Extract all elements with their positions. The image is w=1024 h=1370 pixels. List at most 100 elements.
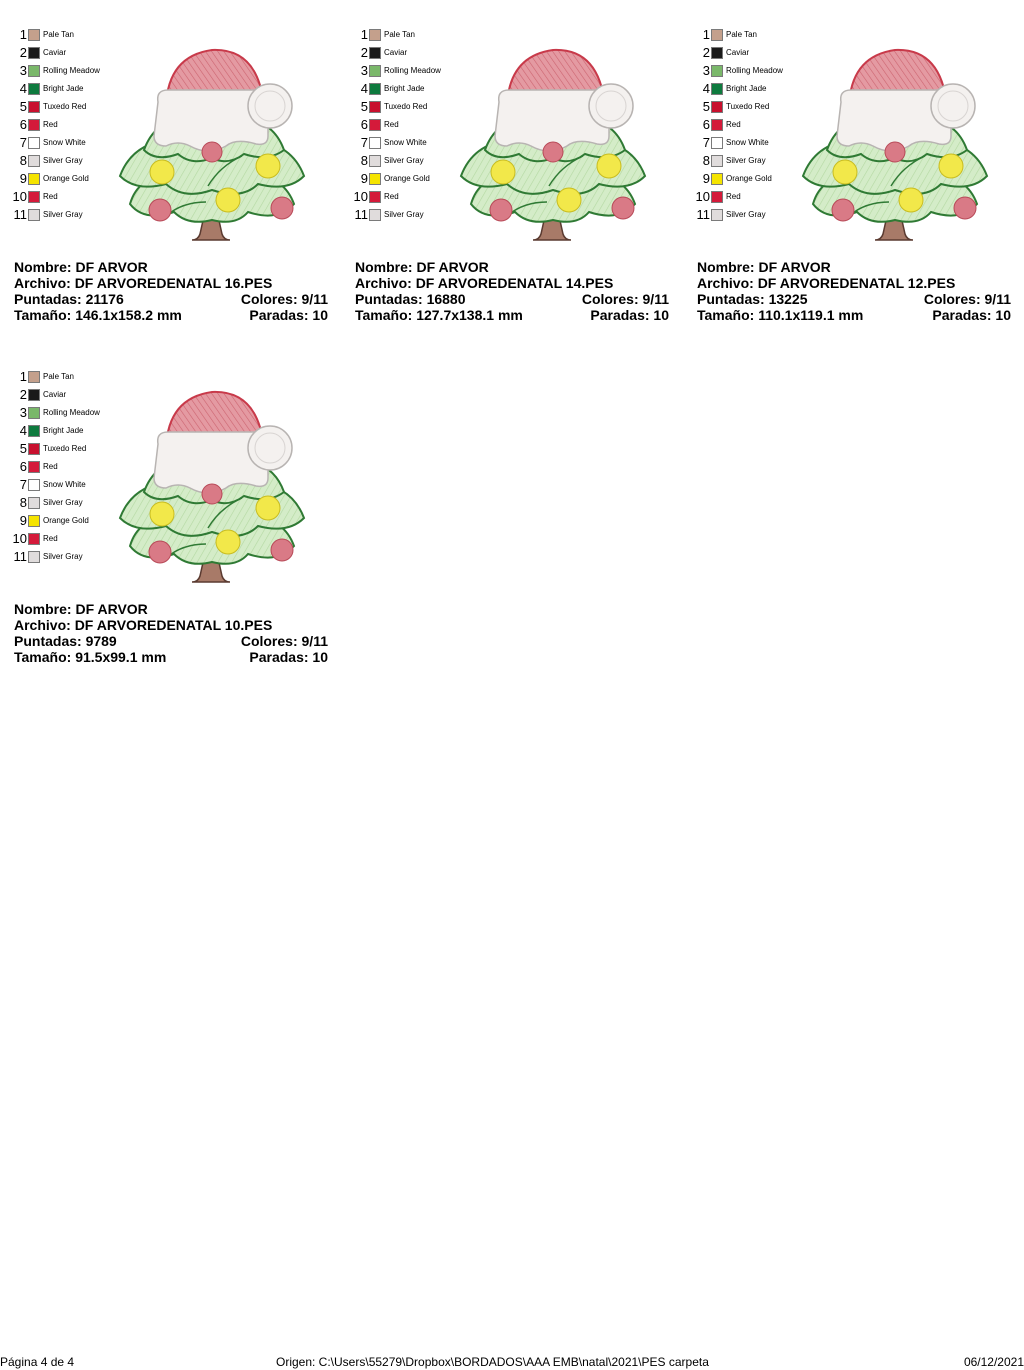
palette-row: 10 Red [0, 188, 58, 206]
paradas-label: Paradas: [932, 307, 992, 323]
palette-number: 8 [702, 153, 710, 168]
design-info: Nombre: DF ARVOR Archivo: DF ARVOREDENAT… [14, 259, 328, 323]
color-swatch [369, 101, 381, 113]
thread-name: Rolling Meadow [43, 66, 100, 75]
paradas-label: Paradas: [249, 307, 309, 323]
palette-row: 4 Bright Jade [341, 80, 425, 98]
palette-number: 9 [360, 171, 368, 186]
color-swatch [28, 389, 40, 401]
palette-row: 4 Bright Jade [683, 80, 767, 98]
palette-number: 10 [353, 189, 368, 204]
palette-row: 6 Red [0, 458, 58, 476]
thread-name: Caviar [726, 48, 750, 57]
thread-name: Red [726, 120, 741, 129]
palette-row: 10 Red [683, 188, 741, 206]
color-swatch [369, 137, 381, 149]
thread-name: Silver Gray [43, 210, 83, 219]
tamano-value: 146.1x158.2 mm [75, 307, 182, 323]
color-swatch [28, 407, 40, 419]
palette-row: 7 Snow White [0, 476, 86, 494]
color-swatch [28, 479, 40, 491]
thread-name: Silver Gray [384, 156, 424, 165]
thread-name: Red [43, 534, 58, 543]
color-swatch [711, 29, 723, 41]
palette-row: 1 Pale Tan [341, 26, 415, 44]
thread-name: Orange Gold [43, 174, 89, 183]
palette-number: 9 [19, 513, 27, 528]
tamano-label: Tamaño: [697, 307, 755, 323]
thread-name: Pale Tan [726, 30, 757, 39]
palette-row: 4 Bright Jade [0, 80, 84, 98]
thread-name: Silver Gray [726, 156, 766, 165]
thread-name: Tuxedo Red [726, 102, 770, 111]
palette-number: 2 [19, 387, 27, 402]
palette-number: 9 [19, 171, 27, 186]
palette-row: 8 Silver Gray [0, 152, 83, 170]
palette-row: 2 Caviar [341, 44, 407, 62]
palette-row: 8 Silver Gray [683, 152, 766, 170]
thread-name: Tuxedo Red [43, 444, 87, 453]
palette-number: 1 [702, 27, 710, 42]
color-swatch [28, 425, 40, 437]
origin-path: Origen: C:\Users\55279\Dropbox\BORDADOS\… [276, 1355, 709, 1369]
thread-name: Silver Gray [726, 210, 766, 219]
palette-number: 11 [696, 207, 711, 222]
nombre-value: DF ARVOR [416, 259, 489, 275]
palette-row: 8 Silver Gray [0, 494, 83, 512]
thread-name: Orange Gold [43, 516, 89, 525]
color-swatch [711, 83, 723, 95]
palette-number: 8 [360, 153, 368, 168]
archivo-value: DF ARVOREDENATAL 12.PES [757, 275, 956, 291]
thread-name: Tuxedo Red [384, 102, 428, 111]
thread-name: Caviar [43, 390, 67, 399]
palette-number: 7 [702, 135, 710, 150]
color-swatch [28, 551, 40, 563]
palette-number: 3 [19, 405, 27, 420]
colores-value: 9/11 [984, 291, 1011, 307]
paradas-label: Paradas: [249, 649, 309, 665]
colores-label: Colores: [581, 291, 639, 307]
archivo-value: DF ARVOREDENATAL 16.PES [74, 275, 273, 291]
color-swatch [28, 137, 40, 149]
palette-number: 7 [360, 135, 368, 150]
color-swatch [28, 155, 40, 167]
tree-embroidery-image [459, 48, 647, 241]
palette-row: 1 Pale Tan [0, 26, 74, 44]
color-swatch [28, 371, 40, 383]
palette-row: 11 Silver Gray [341, 206, 424, 224]
thread-name: Snow White [43, 138, 86, 147]
thread-name: Red [384, 192, 399, 201]
color-swatch [711, 155, 723, 167]
tamano-label: Tamaño: [14, 307, 72, 323]
thread-name: Red [43, 462, 58, 471]
palette-number: 7 [19, 477, 27, 492]
palette-number: 5 [19, 441, 27, 456]
palette-row: 3 Rolling Meadow [0, 404, 100, 422]
color-swatch [711, 119, 723, 131]
thread-name: Bright Jade [384, 84, 425, 93]
color-swatch [369, 29, 381, 41]
palette-number: 2 [702, 45, 710, 60]
design-info: Nombre: DF ARVOR Archivo: DF ARVOREDENAT… [355, 259, 669, 323]
tree-embroidery-image [118, 48, 306, 241]
thread-name: Orange Gold [384, 174, 430, 183]
palette-number: 6 [360, 117, 368, 132]
thread-name: Pale Tan [384, 30, 415, 39]
color-swatch [369, 119, 381, 131]
thread-name: Snow White [726, 138, 769, 147]
palette-number: 9 [702, 171, 710, 186]
thread-name: Orange Gold [726, 174, 772, 183]
print-date: 06/12/2021 [963, 1355, 1024, 1369]
thread-name: Red [43, 192, 58, 201]
nombre-value: DF ARVOR [758, 259, 831, 275]
palette-row: 5 Tuxedo Red [0, 440, 87, 458]
palette-number: 7 [19, 135, 27, 150]
palette-number: 6 [19, 117, 27, 132]
color-swatch [28, 533, 40, 545]
thread-name: Pale Tan [43, 30, 74, 39]
thread-name: Silver Gray [43, 498, 83, 507]
colores-value: 9/11 [301, 291, 328, 307]
palette-row: 7 Snow White [683, 134, 769, 152]
palette-row: 9 Orange Gold [683, 170, 772, 188]
thread-name: Red [384, 120, 399, 129]
